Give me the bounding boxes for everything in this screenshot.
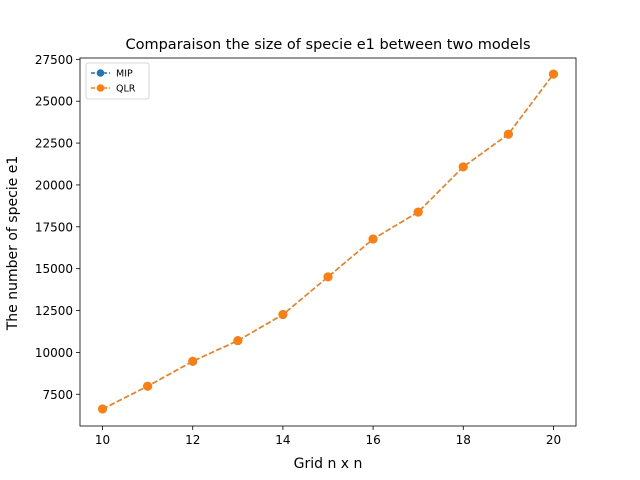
data-point-qlr <box>98 404 108 414</box>
axes-frame <box>79 57 577 427</box>
y-tick-label: 17500 <box>35 220 73 234</box>
plot-area: 10 12 14 16 18 20 7500 10000 12500 15000 17500 2000… <box>35 53 577 447</box>
y-tick-label: 10000 <box>35 346 73 360</box>
legend-label-qlr: QLR <box>116 84 136 95</box>
y-tick-label: 20000 <box>35 178 73 192</box>
legend-marker-mip <box>96 69 105 77</box>
data-point-qlr <box>458 162 468 172</box>
x-axis-label: Grid n x n <box>294 456 363 472</box>
x-tick-label: 10 <box>95 433 110 447</box>
data-point-qlr <box>413 207 423 217</box>
x-tick-label: 20 <box>546 433 561 447</box>
x-tick-label: 12 <box>185 433 200 447</box>
legend: MIP QLR <box>85 62 150 100</box>
x-tick-label: 18 <box>456 433 471 447</box>
data-point-qlr <box>503 129 513 139</box>
legend-label-mip: MIP <box>116 69 133 80</box>
x-tick-label: 16 <box>365 433 380 447</box>
data-point-qlr <box>278 310 288 320</box>
data-point-qlr <box>368 234 378 244</box>
chart-title: Comparaison the size of specie e1 betwee… <box>125 37 530 53</box>
y-tick-label: 7500 <box>42 388 73 402</box>
x-tick-label: 14 <box>275 433 290 447</box>
data-point-qlr <box>143 381 153 391</box>
y-tick-label: 27500 <box>35 53 73 67</box>
data-point-qlr <box>323 272 333 282</box>
y-axis-label: The number of specie e1 <box>5 156 21 332</box>
legend-marker-qlr <box>96 84 105 92</box>
data-point-qlr <box>233 336 243 346</box>
y-tick-label: 22500 <box>35 137 73 151</box>
series-line-qlr <box>102 73 555 410</box>
y-tick-label: 15000 <box>35 262 73 276</box>
y-tick-label: 25000 <box>35 95 73 109</box>
data-point-qlr <box>188 356 198 366</box>
data-point-qlr <box>548 69 558 79</box>
y-tick-label: 12500 <box>35 304 73 318</box>
